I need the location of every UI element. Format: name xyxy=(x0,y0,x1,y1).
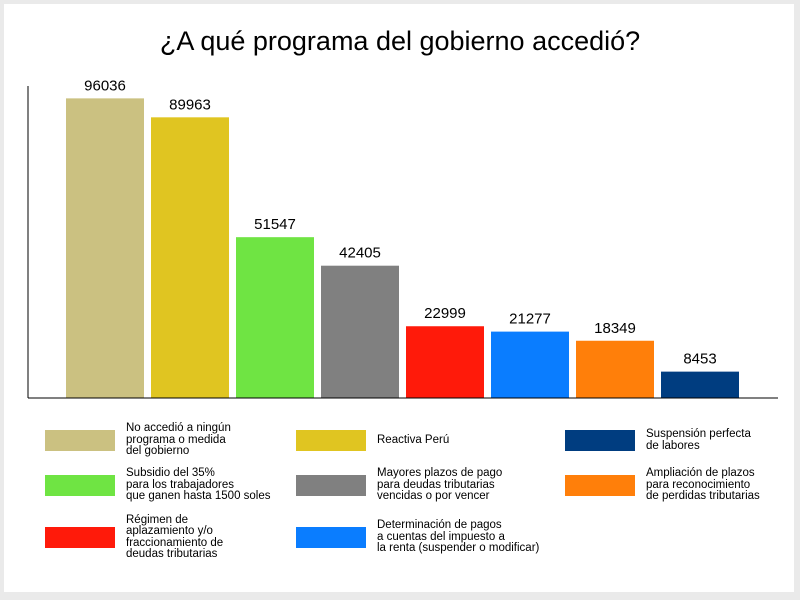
bar-value-label-2: 89963 xyxy=(169,96,211,113)
bar-7 xyxy=(576,340,654,398)
bar-value-label-7: 18349 xyxy=(594,320,636,337)
bar-6 xyxy=(491,331,569,398)
bar-value-label-5: 22999 xyxy=(424,305,466,322)
bar-value-label-8: 8453 xyxy=(683,351,716,368)
chart-title: ¿A qué programa del gobierno accedió? xyxy=(159,26,641,56)
bar-8 xyxy=(661,371,739,398)
bar-2 xyxy=(151,117,229,399)
bar-5 xyxy=(406,326,484,398)
bar-3 xyxy=(236,237,314,398)
bar-1 xyxy=(66,98,144,399)
bar-4 xyxy=(321,265,399,398)
bars-group: 96036 89963 51547 42405 22999 21277 18349 8453 xyxy=(66,77,739,399)
bar-value-label-1: 96036 xyxy=(84,77,126,94)
bar-value-label-4: 42405 xyxy=(339,245,381,262)
bar-value-label-3: 51547 xyxy=(254,216,296,233)
bar-value-label-6: 21277 xyxy=(509,311,551,328)
